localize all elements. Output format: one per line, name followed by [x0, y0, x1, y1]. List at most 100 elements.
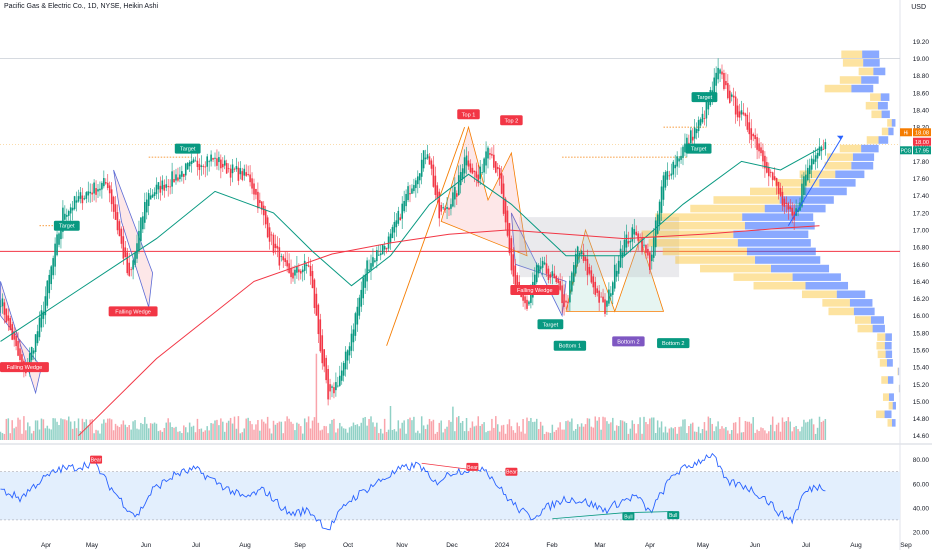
- candle-body: [746, 114, 749, 130]
- volume-profile-bar: [655, 213, 743, 221]
- volume-bar: [380, 428, 382, 440]
- volume-profile-bar: [827, 153, 853, 161]
- volume-bar: [502, 424, 505, 440]
- volume-profile-bar: [863, 59, 880, 67]
- candle-body: [627, 241, 630, 244]
- volume-bar: [317, 422, 320, 440]
- candle-body: [71, 207, 74, 211]
- candle-body: [301, 269, 304, 273]
- volume-bar: [736, 433, 739, 440]
- candle-body: [159, 185, 162, 193]
- volume-profile-bar: [648, 239, 738, 247]
- price-tick: 14.60: [913, 433, 930, 440]
- price-label-text: 17.95: [915, 148, 929, 154]
- volume-bar: [713, 431, 715, 440]
- annotation-text: Top 1: [462, 112, 476, 118]
- volume-bar: [432, 419, 435, 440]
- candle-body: [459, 172, 462, 186]
- volume-bar: [818, 416, 821, 440]
- candle-body: [617, 260, 620, 274]
- candle-body: [418, 173, 421, 181]
- candle-body: [17, 340, 19, 356]
- candle-body: [106, 182, 109, 189]
- volume-bar: [809, 419, 811, 440]
- candle-body: [79, 192, 82, 199]
- volume-profile-bar: [675, 256, 756, 264]
- candle-body: [52, 258, 54, 276]
- volume-bar: [153, 422, 156, 440]
- candle-body: [340, 370, 343, 381]
- volume-bar: [530, 417, 532, 440]
- candle-body: [736, 105, 739, 118]
- candle-body: [649, 252, 651, 271]
- candle-body: [415, 180, 417, 189]
- volume-bar: [302, 433, 304, 440]
- candle-body: [448, 207, 450, 210]
- price-tick: 18.20: [913, 125, 930, 132]
- volume-bar: [186, 432, 189, 440]
- volume-bar: [645, 421, 647, 440]
- volume-profile-bar: [872, 324, 885, 333]
- candle-body: [30, 346, 33, 361]
- candle-body: [32, 350, 35, 354]
- candle-body: [303, 260, 306, 271]
- candle-body: [342, 362, 345, 376]
- candle-body: [818, 146, 821, 156]
- volume-bar: [604, 417, 606, 440]
- volume-bar: [744, 420, 747, 440]
- candle-body: [807, 167, 809, 181]
- volume-bar: [721, 426, 723, 440]
- volume-profile-bar: [870, 316, 885, 324]
- volume-bar: [50, 429, 52, 440]
- volume-bar: [631, 420, 634, 440]
- candle-body: [288, 263, 290, 274]
- volume-bar: [762, 428, 764, 440]
- candle-body: [354, 313, 357, 336]
- volume-bar: [200, 428, 203, 440]
- annotation-label: [537, 319, 564, 330]
- candle-body: [738, 111, 741, 118]
- candle-body: [573, 265, 575, 283]
- volume-bar: [120, 424, 123, 440]
- candle-body: [797, 209, 799, 212]
- candle-body: [512, 254, 515, 277]
- rsi-label-text: Bear: [506, 470, 517, 476]
- volume-bar: [112, 430, 115, 440]
- candle-body: [608, 289, 610, 304]
- candle-body: [376, 250, 378, 262]
- volume-bar: [270, 433, 273, 440]
- volume-bar: [224, 431, 226, 440]
- time-tick: Apr: [41, 542, 52, 549]
- volume-profile-bar: [713, 196, 780, 204]
- candle-body: [309, 265, 312, 277]
- volume-bar: [286, 416, 288, 440]
- volume-bar: [29, 426, 31, 440]
- volume-bar: [805, 422, 807, 440]
- volume-bar: [635, 433, 637, 440]
- candle-body: [403, 201, 405, 212]
- volume-bar: [528, 421, 530, 440]
- volume-bar: [608, 423, 610, 440]
- candle-body: [680, 155, 682, 160]
- volume-bar: [541, 425, 544, 440]
- candle-body: [678, 158, 680, 162]
- volume-bar: [617, 426, 620, 440]
- volume-profile-bar: [744, 221, 815, 230]
- volume-bar: [803, 419, 805, 440]
- candle-body: [740, 110, 743, 115]
- candle-body: [781, 191, 784, 206]
- volume-bar: [89, 419, 91, 440]
- volume-bar: [545, 431, 548, 440]
- candle-body: [771, 172, 774, 181]
- rsi-tick: 60.00: [913, 481, 930, 488]
- annotation-text: Falling Wedge: [517, 288, 553, 294]
- price-tick: 16.60: [913, 262, 930, 269]
- time-tick: May: [86, 542, 99, 549]
- volume-bar: [810, 418, 813, 440]
- candle-body: [814, 155, 817, 162]
- candle-body: [633, 229, 636, 235]
- time-tick: Sep: [294, 542, 306, 549]
- volume-profile-bar: [733, 230, 809, 239]
- candle-body: [243, 168, 246, 176]
